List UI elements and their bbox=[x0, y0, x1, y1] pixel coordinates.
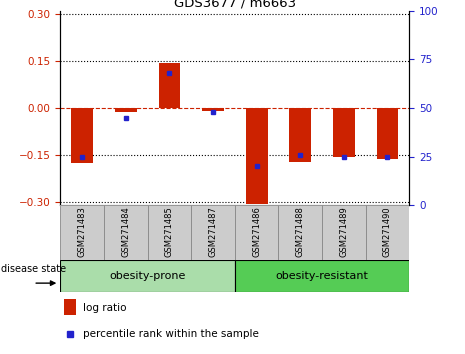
Bar bbox=[333, 108, 355, 156]
Bar bbox=[60, 205, 104, 260]
Bar bbox=[115, 108, 137, 112]
Text: GSM271488: GSM271488 bbox=[296, 206, 305, 257]
Title: GDS3677 / m6663: GDS3677 / m6663 bbox=[174, 0, 296, 10]
Bar bbox=[377, 108, 399, 159]
Bar bbox=[322, 205, 365, 260]
Text: GSM271484: GSM271484 bbox=[121, 206, 130, 257]
Bar bbox=[60, 260, 235, 292]
Bar bbox=[289, 108, 311, 162]
Text: GSM271487: GSM271487 bbox=[208, 206, 218, 257]
Bar bbox=[159, 63, 180, 108]
Bar bbox=[235, 260, 409, 292]
Text: GSM271483: GSM271483 bbox=[78, 206, 87, 257]
Bar bbox=[365, 205, 409, 260]
Text: log ratio: log ratio bbox=[83, 303, 126, 313]
Bar bbox=[71, 108, 93, 163]
Bar bbox=[235, 205, 279, 260]
Bar bbox=[246, 108, 267, 204]
Text: GSM271489: GSM271489 bbox=[339, 206, 348, 257]
Bar bbox=[64, 299, 76, 315]
Bar bbox=[104, 205, 147, 260]
Text: GSM271486: GSM271486 bbox=[252, 206, 261, 257]
Bar bbox=[148, 205, 191, 260]
Text: GSM271485: GSM271485 bbox=[165, 206, 174, 257]
Bar bbox=[191, 205, 235, 260]
Text: disease state: disease state bbox=[1, 264, 66, 274]
Bar bbox=[202, 108, 224, 111]
Text: percentile rank within the sample: percentile rank within the sample bbox=[83, 330, 259, 339]
Text: GSM271490: GSM271490 bbox=[383, 206, 392, 257]
Text: obesity-prone: obesity-prone bbox=[109, 271, 186, 281]
Bar bbox=[279, 205, 322, 260]
Text: obesity-resistant: obesity-resistant bbox=[276, 271, 368, 281]
